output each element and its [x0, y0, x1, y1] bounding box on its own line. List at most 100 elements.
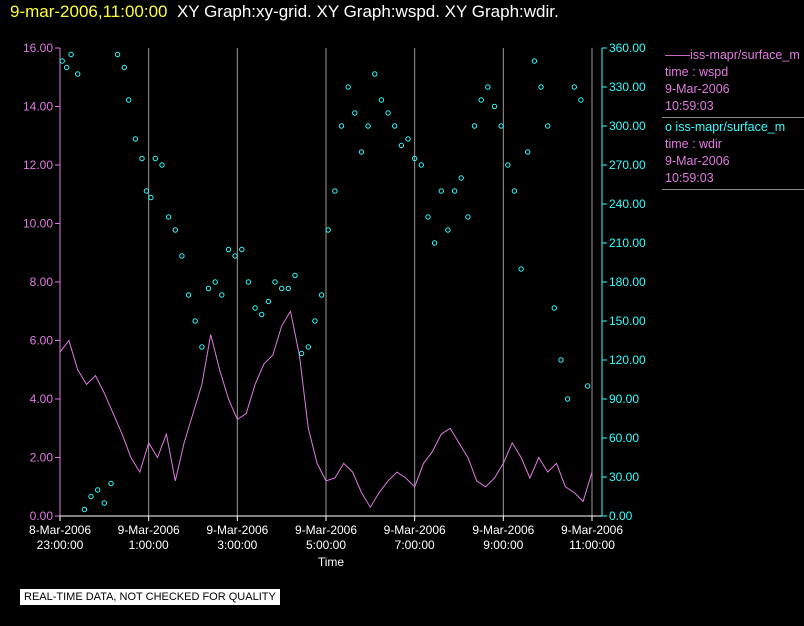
wdir-point-30: [245, 279, 252, 285]
left-tick-label-3: 6.00: [30, 334, 54, 348]
wdir-point-37: [292, 272, 298, 279]
wdir-point-18: [165, 214, 172, 220]
wdir-point-39: [305, 344, 311, 350]
wdir-point-75: [545, 123, 551, 129]
wdir-point-11: [126, 97, 132, 103]
wdir-point-58: [431, 240, 438, 246]
wspd-line: [59, 309, 593, 509]
x-tick-time-4: 7:00:00: [395, 538, 435, 552]
wdir-point-73: [531, 58, 538, 64]
x-tick-date-1: 9-Mar-2006: [118, 523, 180, 537]
x-tick-time-0: 23:00:00: [37, 538, 84, 552]
wdir-point-55: [412, 155, 418, 162]
wdir-point-42: [325, 227, 331, 233]
wdir-point-49: [372, 71, 378, 77]
x-tick-date-5: 9-Mar-2006: [472, 523, 534, 537]
wdir-point-48: [365, 123, 371, 129]
legend-wdir-time: 10:59:03: [665, 171, 714, 185]
wdir-point-21: [185, 292, 192, 298]
wdir-point-50: [378, 97, 385, 103]
wdir-point-62: [458, 175, 464, 181]
wdir-point-46: [352, 110, 358, 116]
x-tick-date-4: 9-Mar-2006: [384, 523, 446, 537]
left-tick-label-2: 4.00: [30, 392, 54, 406]
legend-wspd-time: 10:59:03: [665, 99, 714, 113]
axis-labels: 0.00 2.00 4.00 6.00 8.00 10.00 12.00 14.00 16.00…: [23, 41, 646, 569]
wdir-point-34: [272, 279, 278, 285]
right-tick-label-7: 210.00: [609, 236, 646, 250]
wdir-point-61: [451, 188, 458, 194]
wdir-point-47: [358, 149, 365, 155]
wdir-point-32: [259, 311, 265, 318]
wdir-point-2: [68, 51, 74, 58]
wdir-point-45: [345, 84, 351, 90]
wdir-point-1: [64, 64, 70, 71]
quality-disclaimer: REAL-TIME DATA, NOT CHECKED FOR QUALITY: [20, 589, 280, 605]
wdir-point-27: [225, 246, 232, 253]
timestamp: 9-mar-2006,11:00:00: [10, 2, 168, 21]
wdir-point-3: [75, 71, 81, 77]
wdir-point-0: [59, 58, 65, 64]
x-axis-label: Time: [318, 555, 345, 569]
x-tick-time-1: 1:00:00: [129, 538, 169, 552]
wdir-point-8: [108, 480, 114, 487]
wdir-point-22: [192, 318, 198, 324]
wdir-point-16: [152, 155, 159, 162]
wdir-point-12: [132, 136, 139, 142]
wdir-point-10: [121, 64, 128, 71]
right-tick-label-1: 30.00: [609, 470, 639, 484]
wdir-point-54: [405, 136, 411, 142]
wdir-point-6: [95, 487, 101, 493]
wdir-point-57: [425, 214, 431, 220]
wdir-point-25: [212, 279, 218, 285]
right-tick-label-3: 90.00: [609, 392, 639, 406]
x-tick-time-6: 11:00:00: [569, 538, 615, 552]
right-tick-label-2: 60.00: [609, 431, 639, 445]
wdir-point-23: [199, 344, 205, 350]
right-tick-label-6: 180.00: [609, 275, 646, 289]
wdir-point-56: [418, 162, 424, 168]
wdir-point-66: [485, 84, 491, 90]
x-tick-time-2: 3:00:00: [217, 538, 257, 552]
wdir-point-51: [385, 110, 391, 116]
axes: [55, 47, 607, 521]
right-tick-label-12: 360.00: [609, 41, 646, 55]
legend-wdir-var: time : wdir: [665, 137, 722, 151]
x-tick-time-5: 9:00:00: [483, 538, 523, 552]
wspd-series: [59, 309, 593, 509]
wdir-point-80: [578, 97, 584, 103]
legend-wspd: ——iss-mapr/surface_m time : wspd 9-Mar-2…: [662, 46, 804, 118]
wdir-point-74: [538, 84, 544, 90]
wdir-point-63: [465, 214, 471, 220]
right-tick-label-11: 330.00: [609, 80, 646, 94]
wdir-point-67: [491, 103, 498, 110]
x-tick-date-3: 9-Mar-2006: [295, 523, 357, 537]
right-tick-label-4: 120.00: [609, 353, 646, 367]
right-tick-label-9: 270.00: [609, 158, 646, 172]
wdir-point-44: [338, 123, 345, 129]
wdir-point-29: [239, 246, 245, 253]
legend: ——iss-mapr/surface_m time : wspd 9-Mar-2…: [662, 46, 804, 190]
left-tick-label-4: 8.00: [30, 275, 54, 289]
wdir-point-14: [143, 188, 150, 194]
wdir-point-70: [511, 188, 518, 194]
chart-title: 9-mar-2006,11:00:00 XY Graph:xy-grid. XY…: [10, 2, 559, 22]
legend-wdir-source: o iss-mapr/surface_m: [665, 120, 786, 134]
wdir-point-43: [332, 188, 338, 194]
right-tick-label-8: 240.00: [609, 197, 646, 211]
x-tick-time-3: 5:00:00: [306, 538, 346, 552]
legend-wdir: o iss-mapr/surface_m time : wdir 9-Mar-2…: [662, 118, 804, 190]
wdir-point-60: [445, 227, 451, 233]
right-tick-label-10: 300.00: [609, 119, 646, 133]
wdir-point-72: [525, 149, 531, 155]
wdir-point-38: [298, 350, 305, 357]
wdir-point-78: [564, 396, 571, 402]
wdir-point-76: [551, 305, 557, 311]
wdir-point-20: [179, 253, 185, 259]
wdir-point-64: [471, 123, 478, 129]
wdir-point-53: [398, 142, 405, 149]
right-tick-label-0: 0.00: [609, 509, 633, 523]
wdir-point-68: [498, 123, 504, 129]
wdir-point-65: [478, 97, 484, 103]
